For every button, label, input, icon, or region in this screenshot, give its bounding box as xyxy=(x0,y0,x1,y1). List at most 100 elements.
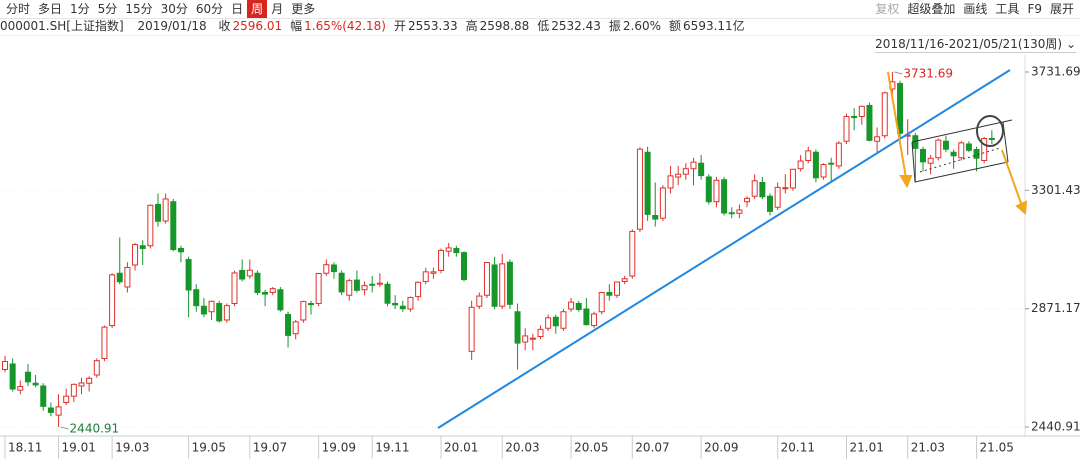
code: 000001.SH[上证指数] xyxy=(0,19,124,33)
candle-body xyxy=(162,198,169,222)
candle-body xyxy=(897,82,904,134)
candle-body xyxy=(965,143,972,151)
stat-value: 2.60% xyxy=(622,19,662,33)
candle-body xyxy=(705,176,712,203)
candle-body xyxy=(920,148,926,163)
period-tab[interactable]: 5分 xyxy=(97,2,118,16)
x-tick-label: 19.07 xyxy=(253,441,287,455)
period-tab[interactable]: 更多 xyxy=(291,2,316,16)
period-tabs: 分时 多日 1分 5分 15分 30分 60分日周月更多 xyxy=(2,0,319,18)
channel-line xyxy=(911,119,1013,143)
candle-body xyxy=(177,247,184,253)
candle-body xyxy=(621,278,628,282)
tool[interactable]: 展开 xyxy=(1049,2,1074,16)
candle-body xyxy=(942,140,949,150)
period-tab[interactable]: 30分 xyxy=(160,2,188,16)
candle-body xyxy=(216,302,223,322)
period-tab[interactable]: 分时 xyxy=(6,2,31,16)
candle-body xyxy=(713,179,720,203)
candle-body xyxy=(659,187,666,219)
plot: 3731.69 3301.43 2871.17 2440.91 18.11 19.01 19… xyxy=(0,64,1080,459)
tool[interactable]: 超级叠加 xyxy=(907,2,956,16)
candle-body xyxy=(614,281,620,296)
candle-body xyxy=(598,291,605,313)
x-tick-label: 19.03 xyxy=(115,441,149,455)
candle-body xyxy=(353,279,360,291)
candle-body xyxy=(468,306,475,352)
candle-body xyxy=(499,263,506,307)
channel-line xyxy=(919,147,1001,173)
candle-body xyxy=(17,386,24,391)
candle-body xyxy=(422,271,429,282)
candle-body xyxy=(269,288,276,293)
candle-body xyxy=(231,272,238,304)
candle-body xyxy=(629,230,636,277)
candle-body xyxy=(491,264,498,307)
period-tab[interactable]: 周 xyxy=(247,0,268,18)
candle-body xyxy=(506,261,513,305)
candle-body xyxy=(805,150,812,161)
candle-body xyxy=(583,308,590,326)
toolbar: 分时 多日 1分 5分 15分 30分 60分日周月更多 复权 超级叠加 画线 工具 F9 展开 xyxy=(0,0,1080,19)
period-tab[interactable]: 60分 xyxy=(195,2,224,16)
candle-body xyxy=(575,302,582,311)
candle-body xyxy=(858,105,865,117)
high-pointer xyxy=(894,71,903,75)
range-selector[interactable]: 2018/11/16-2021/05/21(130周) ⌄ xyxy=(875,37,1076,53)
candle-body xyxy=(285,313,292,336)
x-tick-label: 20.09 xyxy=(704,441,738,455)
candle-body xyxy=(300,301,307,321)
candle-body xyxy=(812,151,819,179)
tool[interactable]: F9 xyxy=(1027,2,1042,16)
range-label: 2018/11/16-2021/05/21(130周) xyxy=(875,37,1063,51)
period-tab[interactable]: 日 xyxy=(231,2,244,16)
candle-body xyxy=(315,273,322,304)
period-tab[interactable]: 1分 xyxy=(70,2,90,16)
candle-body xyxy=(981,137,988,161)
x-tick-label: 21.01 xyxy=(850,441,884,455)
stats: 收 2596.01 幅 1.65%(42.18) 开 2553.33 高 2598.88 低 25… xyxy=(218,19,752,33)
candle-body xyxy=(147,204,154,247)
candle-body xyxy=(560,311,567,329)
period-tab[interactable]: 15分 xyxy=(125,2,153,16)
x-tick-label: 18.11 xyxy=(8,441,42,455)
candle-body xyxy=(461,252,467,281)
stat-label: 振 xyxy=(608,19,621,33)
period-tab[interactable]: 多日 xyxy=(38,2,63,16)
period-tab[interactable]: 月 xyxy=(271,2,284,16)
candle-body xyxy=(751,180,758,197)
candle-body xyxy=(774,186,781,208)
candle-body xyxy=(170,201,177,251)
dropdown: ⌄ xyxy=(1065,37,1076,51)
candle-body xyxy=(644,151,651,215)
candle-body xyxy=(384,283,391,304)
candle-body xyxy=(40,385,47,407)
candle-body xyxy=(292,321,299,335)
candle-body xyxy=(866,104,873,141)
candle-body xyxy=(2,361,8,370)
tool[interactable]: 复权 xyxy=(875,2,900,16)
candle-body xyxy=(63,395,70,403)
stat-value: 1.65%(42.18) xyxy=(304,19,386,33)
candle-body xyxy=(193,289,200,307)
tool[interactable]: 工具 xyxy=(995,2,1020,16)
candle-body xyxy=(86,377,93,384)
x-tick-label: 20.01 xyxy=(444,441,478,455)
candle-body xyxy=(483,262,490,296)
candle-body xyxy=(988,137,995,140)
candle-body xyxy=(828,162,835,165)
candle-body xyxy=(652,214,659,220)
candle-body xyxy=(132,244,139,266)
candle-body xyxy=(208,300,215,313)
candle-body xyxy=(308,302,314,306)
candle-body xyxy=(973,148,980,159)
candle-body xyxy=(323,264,330,274)
high-label: 3731.69 xyxy=(903,66,953,80)
candle-body xyxy=(376,282,383,285)
candle-body xyxy=(139,245,146,249)
channel-line xyxy=(911,141,916,183)
candle-body xyxy=(415,281,422,298)
tool[interactable]: 画线 xyxy=(963,2,988,16)
candle-body xyxy=(438,249,445,271)
candle-body xyxy=(109,274,116,326)
